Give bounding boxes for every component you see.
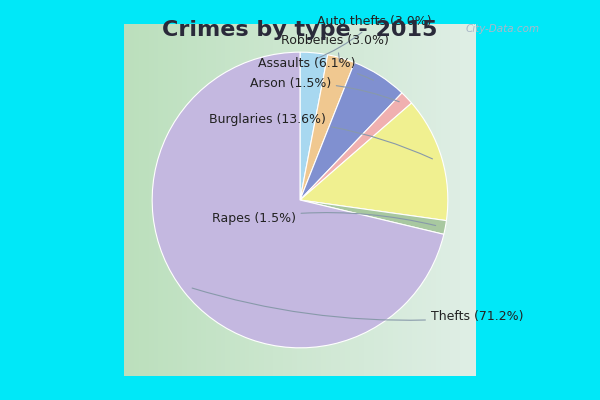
Text: City-Data.com: City-Data.com — [465, 24, 539, 34]
Text: Crimes by type - 2015: Crimes by type - 2015 — [163, 20, 437, 40]
Text: Thefts (71.2%): Thefts (71.2%) — [192, 288, 523, 323]
Text: Rapes (1.5%): Rapes (1.5%) — [212, 212, 436, 226]
Wedge shape — [300, 52, 328, 200]
Wedge shape — [300, 200, 446, 234]
Wedge shape — [300, 55, 355, 200]
Text: Burglaries (13.6%): Burglaries (13.6%) — [209, 113, 433, 159]
Text: Auto thefts (3.0%): Auto thefts (3.0%) — [316, 15, 432, 59]
Wedge shape — [152, 52, 444, 348]
Wedge shape — [300, 93, 412, 200]
Text: Robberies (3.0%): Robberies (3.0%) — [281, 34, 389, 62]
Text: Assaults (6.1%): Assaults (6.1%) — [258, 57, 373, 80]
Wedge shape — [300, 103, 448, 221]
Wedge shape — [300, 62, 402, 200]
Text: Arson (1.5%): Arson (1.5%) — [250, 77, 399, 102]
